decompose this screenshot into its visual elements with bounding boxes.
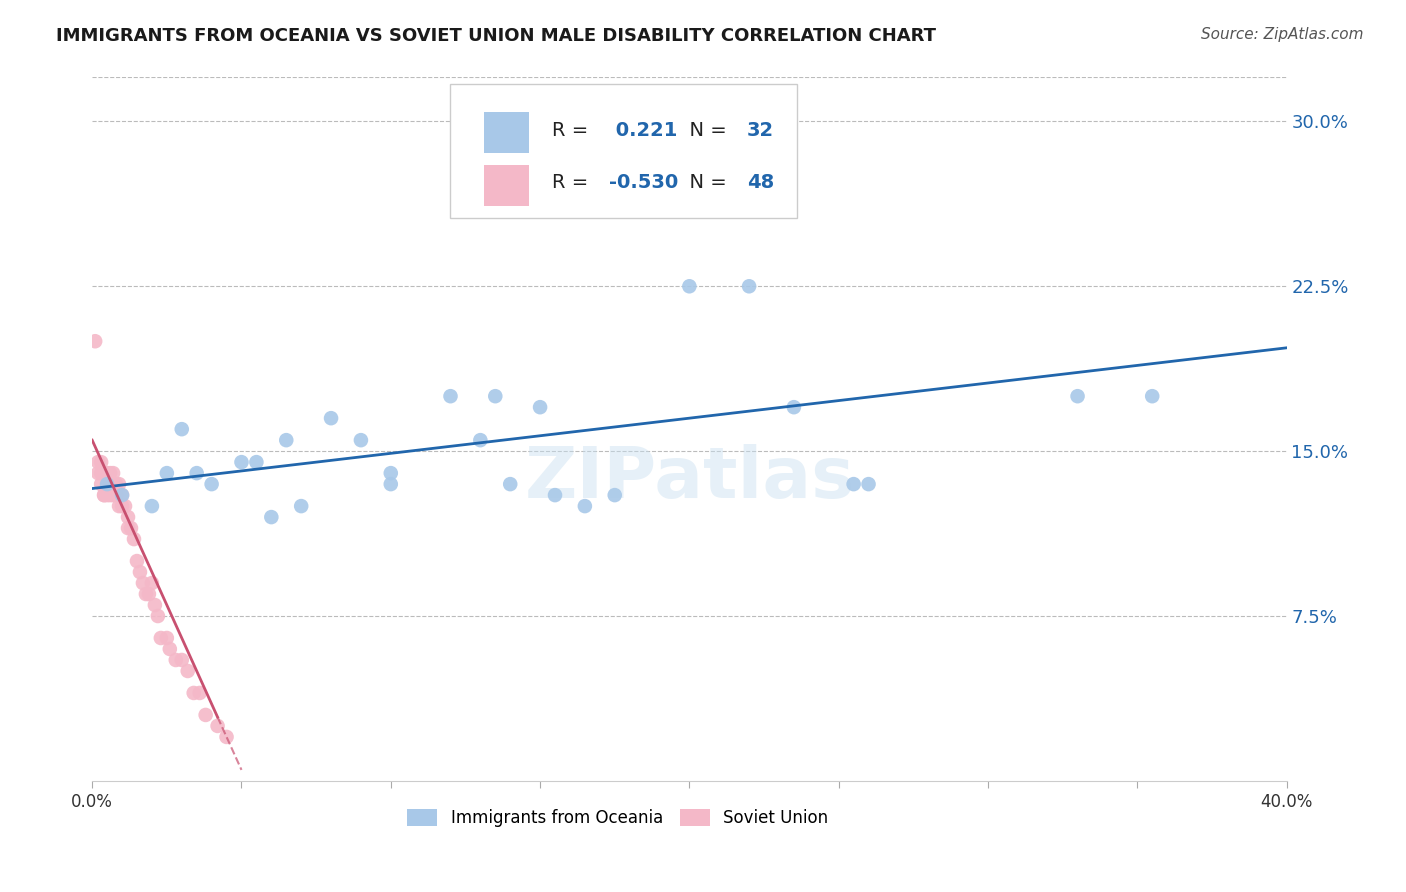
Point	[108, 477, 131, 491]
Point	[93, 488, 115, 502]
Point	[188, 686, 211, 700]
Point	[87, 455, 110, 469]
Text: 0.221: 0.221	[609, 120, 678, 140]
Point	[96, 488, 118, 502]
Point	[231, 455, 253, 469]
Point	[678, 279, 700, 293]
Text: Source: ZipAtlas.com: Source: ZipAtlas.com	[1201, 27, 1364, 42]
Point	[101, 466, 124, 480]
Point	[141, 499, 163, 513]
Point	[276, 433, 298, 447]
Point	[350, 433, 373, 447]
Point	[603, 488, 626, 502]
Point	[319, 411, 342, 425]
Point	[93, 488, 115, 502]
Point	[117, 510, 139, 524]
Point	[96, 466, 118, 480]
Point	[207, 719, 229, 733]
Point	[380, 466, 402, 480]
Point	[738, 279, 761, 293]
Text: -0.530: -0.530	[609, 173, 679, 193]
Point	[143, 598, 166, 612]
Point	[101, 477, 124, 491]
Point	[141, 576, 163, 591]
Text: 32: 32	[747, 120, 773, 140]
Point	[138, 587, 160, 601]
Point	[159, 642, 181, 657]
FancyBboxPatch shape	[484, 165, 529, 206]
Point	[125, 554, 148, 568]
Point	[149, 631, 172, 645]
Point	[96, 477, 118, 491]
Point	[170, 422, 193, 436]
Point	[129, 565, 152, 579]
Point	[1066, 389, 1088, 403]
Point	[98, 477, 121, 491]
Text: ZIPatlas: ZIPatlas	[524, 444, 855, 513]
Point	[114, 499, 136, 513]
Point	[858, 477, 880, 491]
Point	[108, 499, 131, 513]
Point	[648, 169, 671, 184]
Point	[439, 389, 461, 403]
Point	[499, 477, 522, 491]
Point	[165, 653, 187, 667]
Point	[215, 730, 238, 744]
Point	[544, 488, 567, 502]
Text: IMMIGRANTS FROM OCEANIA VS SOVIET UNION MALE DISABILITY CORRELATION CHART: IMMIGRANTS FROM OCEANIA VS SOVIET UNION …	[56, 27, 936, 45]
Point	[183, 686, 205, 700]
Point	[146, 609, 169, 624]
Point	[84, 334, 107, 349]
Point	[122, 532, 145, 546]
Point	[93, 466, 115, 480]
Point	[111, 488, 134, 502]
Point	[156, 466, 179, 480]
Point	[117, 521, 139, 535]
Point	[177, 664, 200, 678]
Point	[529, 400, 551, 414]
Text: N =: N =	[678, 173, 734, 193]
Point	[132, 576, 155, 591]
Text: R =: R =	[553, 120, 595, 140]
Point	[156, 631, 179, 645]
Point	[484, 389, 506, 403]
Legend: Immigrants from Oceania, Soviet Union: Immigrants from Oceania, Soviet Union	[401, 802, 835, 834]
Point	[90, 455, 112, 469]
Point	[101, 488, 124, 502]
Point	[120, 521, 142, 535]
Point	[90, 477, 112, 491]
Point	[105, 477, 128, 491]
Point	[290, 499, 312, 513]
Point	[245, 455, 267, 469]
Point	[96, 477, 118, 491]
Point	[186, 466, 208, 480]
Point	[170, 653, 193, 667]
Point	[111, 488, 134, 502]
Point	[260, 510, 283, 524]
Point	[574, 499, 596, 513]
Text: R =: R =	[553, 173, 595, 193]
Point	[1140, 389, 1163, 403]
Point	[470, 433, 492, 447]
Point	[194, 708, 217, 723]
Point	[105, 488, 128, 502]
Point	[98, 466, 121, 480]
Text: N =: N =	[678, 120, 734, 140]
Text: 48: 48	[747, 173, 773, 193]
Point	[90, 466, 112, 480]
Point	[842, 477, 865, 491]
Point	[201, 477, 224, 491]
Point	[135, 587, 157, 601]
FancyBboxPatch shape	[450, 85, 797, 219]
FancyBboxPatch shape	[484, 112, 529, 153]
Point	[111, 499, 134, 513]
Point	[380, 477, 402, 491]
Point	[87, 466, 110, 480]
Point	[98, 488, 121, 502]
Point	[783, 400, 806, 414]
